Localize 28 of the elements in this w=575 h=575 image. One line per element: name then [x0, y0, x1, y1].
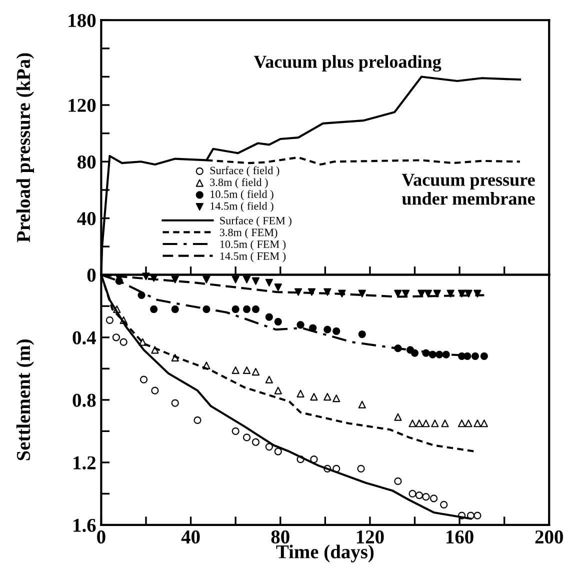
x-tick-label: 40 [181, 530, 200, 544]
y-tick-label: 80 [78, 155, 96, 169]
y-axis-title: Preload pressure (kPa) [16, 53, 34, 242]
legend-label: 10.5m ( FEM ) [220, 240, 286, 250]
x-tick-label: 0 [97, 530, 106, 544]
x-axis-title: Time (days) [276, 544, 374, 562]
legend-label: 14.5m ( field ) [210, 202, 274, 212]
y-tick-label: 1.6 [74, 518, 96, 532]
x-tick-label: 120 [356, 530, 384, 544]
legend-label: 14.5m ( FEM ) [220, 252, 286, 262]
y-tick-label: 40 [77, 212, 96, 226]
annotation: Vacuum plus preloading [254, 55, 442, 72]
x-tick-label: 200 [535, 530, 563, 544]
legend-label: Surface ( field ) [210, 166, 280, 176]
annotation: Vacuum pressure under membrane [402, 174, 535, 205]
x-tick-label: 160 [446, 530, 474, 544]
legend-label: Surface ( FEM ) [220, 216, 292, 227]
y-axis-title: Settlement (m) [16, 339, 34, 460]
x-tick-label: 80 [271, 530, 290, 544]
legend-label: 3.8m ( field ) [210, 178, 268, 188]
legend-label: 3.8m ( FEM) [220, 228, 278, 238]
y-tick-label: 180 [68, 14, 96, 28]
legend-label: 10.5m ( field ) [210, 190, 274, 200]
y-tick-label: 0.4 [72, 331, 96, 344]
y-tick-label: 0.8 [72, 394, 96, 407]
y-tick-label: 120 [68, 98, 96, 112]
y-tick-label: 0 [87, 268, 96, 282]
y-tick-label: 1.2 [74, 456, 96, 470]
